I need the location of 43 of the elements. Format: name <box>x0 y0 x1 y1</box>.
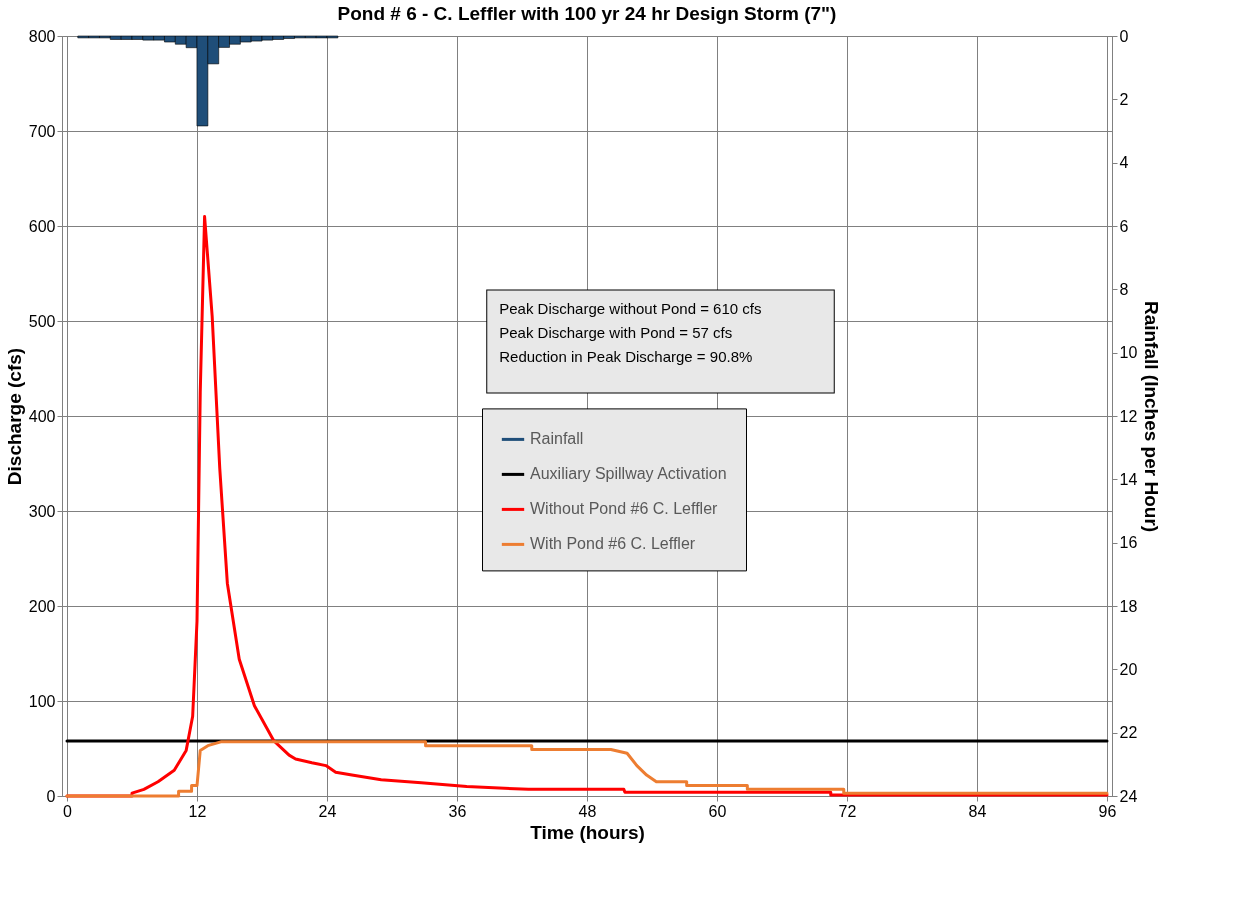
y-tick-label: 100 <box>28 692 56 710</box>
x-tick-label: 12 <box>188 802 207 820</box>
y-tick-label: 200 <box>28 597 56 615</box>
x-tick-label: 24 <box>318 802 337 820</box>
y2-tick-label: 18 <box>1119 597 1138 615</box>
x-tick-label: 84 <box>968 802 987 820</box>
y-tick-label: 400 <box>28 407 56 425</box>
y2-tick-label: 8 <box>1119 280 1129 298</box>
annotation: Reduction in Peak Discharge = 90.8% <box>499 347 753 365</box>
y2-tick-label: 0 <box>1119 27 1129 45</box>
y2-tick-label: 4 <box>1119 154 1129 172</box>
y2-tick-label: 14 <box>1119 470 1138 488</box>
x-tick-label: 48 <box>578 802 597 820</box>
y2-tick-label: 16 <box>1119 534 1138 552</box>
y2-tick-label: 22 <box>1119 724 1138 742</box>
x-tick-label: 96 <box>1098 802 1117 820</box>
y2-tick-label: 20 <box>1119 660 1138 678</box>
y2-tick-label: 6 <box>1119 217 1129 235</box>
x-tick-label: 72 <box>838 802 857 820</box>
line-series <box>65 740 1109 798</box>
y-tick-label: 0 <box>46 787 56 805</box>
legend-label: Auxiliary Spillway Activation <box>530 465 727 483</box>
x-tick-label: 60 <box>708 802 727 820</box>
annotation: Peak Discharge without Pond = 610 cfs <box>499 299 762 317</box>
x-tick-label: 36 <box>448 802 467 820</box>
legend-label: Without Pond #6 C. Leffler <box>530 500 719 518</box>
y2-tick-label: 10 <box>1119 344 1138 362</box>
y-tick-label: 600 <box>28 217 56 235</box>
x-axis-title: Time (hours) <box>530 821 645 843</box>
y-tick-label: 300 <box>28 502 56 520</box>
annotation: Peak Discharge with Pond = 57 cfs <box>499 323 733 341</box>
y-axis-title: Discharge (cfs) <box>3 347 25 486</box>
y-tick-label: 800 <box>28 27 56 45</box>
chart-title: Pond # 6 - C. Leffler with 100 yr 24 hr Design Storm (7") <box>337 3 837 24</box>
legend-label: Rainfall <box>530 430 584 448</box>
legend-label: With Pond #6 C. Leffler <box>530 535 696 553</box>
y-tick-label: 700 <box>28 122 56 140</box>
x-tick-label: 0 <box>63 802 73 820</box>
y2-tick-label: 24 <box>1119 787 1138 805</box>
y2-tick-label: 2 <box>1119 90 1129 108</box>
y-tick-label: 500 <box>28 312 56 330</box>
y2-axis-title: Rainfall (Inches per Hour) <box>1141 300 1163 533</box>
y2-tick-label: 12 <box>1119 407 1138 425</box>
